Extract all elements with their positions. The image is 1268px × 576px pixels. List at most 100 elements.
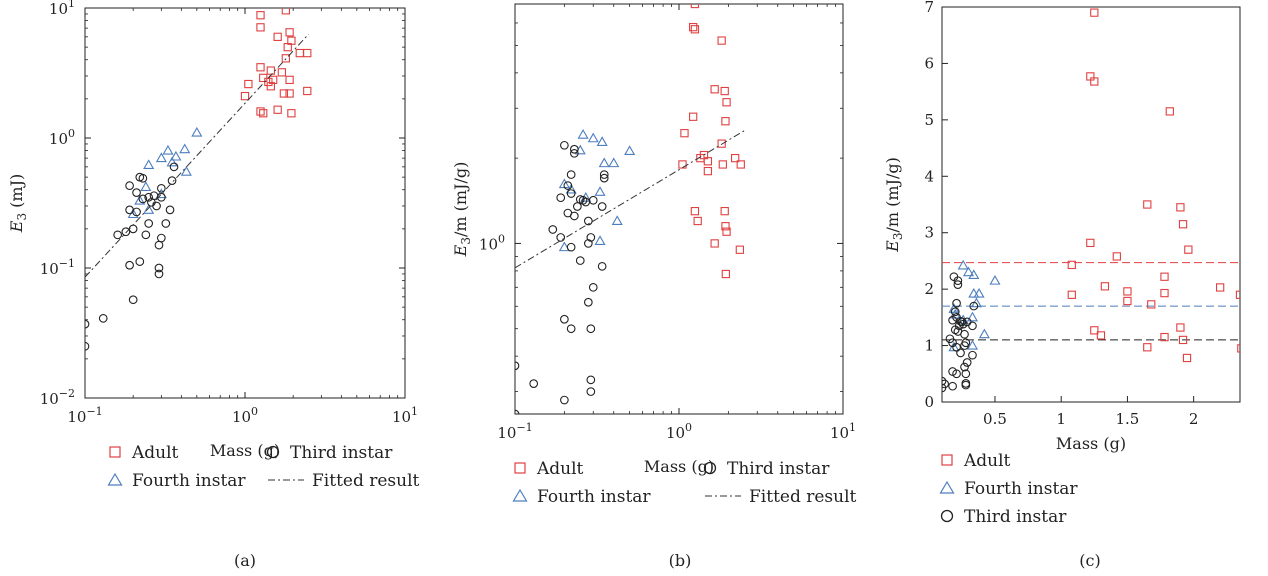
point-adult	[1160, 288, 1169, 298]
legend-marker-fourth	[107, 472, 123, 486]
point-adult	[269, 75, 278, 85]
point-third	[156, 192, 166, 202]
point-adult	[1123, 296, 1132, 306]
tick-exponent: 0	[251, 405, 258, 418]
point-adult	[1176, 203, 1185, 212]
point-third	[586, 387, 596, 396]
point-third	[968, 321, 977, 331]
point-third	[942, 383, 947, 393]
point-adult	[1160, 272, 1169, 281]
y-tick-label: 7	[924, 0, 934, 16]
tick-base: 10	[49, 0, 68, 18]
legend-label-fit: Fitted result	[749, 487, 857, 507]
x-tick-label: 1	[1056, 410, 1066, 428]
point-adult	[277, 68, 287, 77]
point-adult	[693, 216, 702, 226]
tick-exponent: 1	[68, 0, 75, 10]
point-third	[566, 242, 576, 252]
point-third	[556, 193, 566, 203]
point-adult	[710, 239, 719, 248]
point-adult	[295, 48, 304, 58]
tick-base: 10	[49, 130, 68, 148]
point-third	[85, 341, 90, 351]
point-third	[583, 239, 593, 248]
point-fourth	[558, 241, 570, 252]
point-third	[586, 233, 596, 242]
legend-label-adult: Adult	[963, 451, 1011, 471]
point-adult	[1235, 290, 1240, 299]
point-adult	[1143, 200, 1152, 209]
point-third	[942, 376, 947, 386]
point-third	[560, 314, 569, 324]
point-third	[586, 324, 596, 334]
point-third	[575, 256, 585, 265]
point-fourth	[598, 157, 610, 168]
point-third	[548, 225, 558, 234]
legend-marker-fourth	[512, 488, 528, 502]
y-tick-label: 2	[924, 280, 934, 298]
point-third	[960, 329, 969, 339]
y-tick-label: 10−2	[40, 387, 75, 408]
point-adult	[731, 153, 740, 163]
legend-label-third: Third instar	[727, 459, 830, 479]
point-third	[961, 369, 971, 379]
point-third	[128, 295, 138, 305]
tick-exponent: −1	[516, 421, 532, 434]
tick-exponent: −1	[86, 405, 102, 418]
point-adult	[1176, 323, 1185, 332]
legend-label-fourth: Fourth instar	[964, 479, 1078, 499]
point-fourth	[179, 143, 191, 154]
point-adult	[281, 54, 290, 63]
point-third	[149, 191, 159, 201]
point-adult	[1182, 353, 1192, 363]
point-third	[588, 282, 598, 292]
point-third	[154, 240, 164, 250]
tick-exponent: 0	[68, 127, 75, 140]
point-fourth	[989, 274, 1001, 285]
point-third	[156, 233, 166, 243]
point-adult	[1237, 344, 1240, 353]
y-tick-label: 6	[924, 54, 934, 72]
point-third	[950, 325, 960, 335]
x-axis-label: Mass (g)	[644, 457, 714, 476]
point-adult	[722, 227, 731, 236]
point-adult	[287, 109, 296, 118]
point-adult	[720, 206, 729, 216]
point-adult	[256, 11, 265, 20]
point-third	[583, 297, 593, 307]
x-axis-label: Mass (g)	[210, 441, 280, 460]
point-fourth	[180, 166, 192, 176]
legend-marker-fourth	[939, 480, 955, 494]
point-adult	[1165, 107, 1174, 116]
point-fourth	[155, 188, 167, 199]
point-third	[588, 195, 598, 205]
point-adult	[710, 85, 719, 94]
legend: Adult Fourth instar Third instar Fitted res…	[512, 459, 857, 507]
tick-exponent: −1	[59, 257, 75, 270]
point-third	[569, 148, 579, 158]
point-third	[566, 189, 576, 198]
point-adult	[240, 91, 250, 101]
y-tick-label: 100	[479, 232, 505, 253]
tick-exponent: 0	[498, 232, 505, 245]
point-adult	[689, 22, 698, 32]
point-adult	[717, 139, 726, 148]
point-adult	[1123, 287, 1132, 296]
point-adult	[1067, 290, 1076, 299]
point-fourth	[140, 181, 152, 191]
point-adult	[717, 36, 726, 45]
y-tick-label: 1	[924, 337, 934, 355]
point-fourth	[134, 194, 146, 205]
point-fourth	[966, 339, 979, 350]
plot-frame	[941, 6, 1241, 403]
point-third	[961, 379, 971, 388]
point-third	[144, 219, 154, 228]
point-adult	[1096, 331, 1106, 340]
point-fourth	[166, 156, 178, 167]
y-tick-label: 100	[49, 127, 75, 148]
legend-marker-third	[266, 445, 280, 459]
point-adult	[244, 79, 253, 89]
tick-base: 10	[830, 424, 849, 442]
